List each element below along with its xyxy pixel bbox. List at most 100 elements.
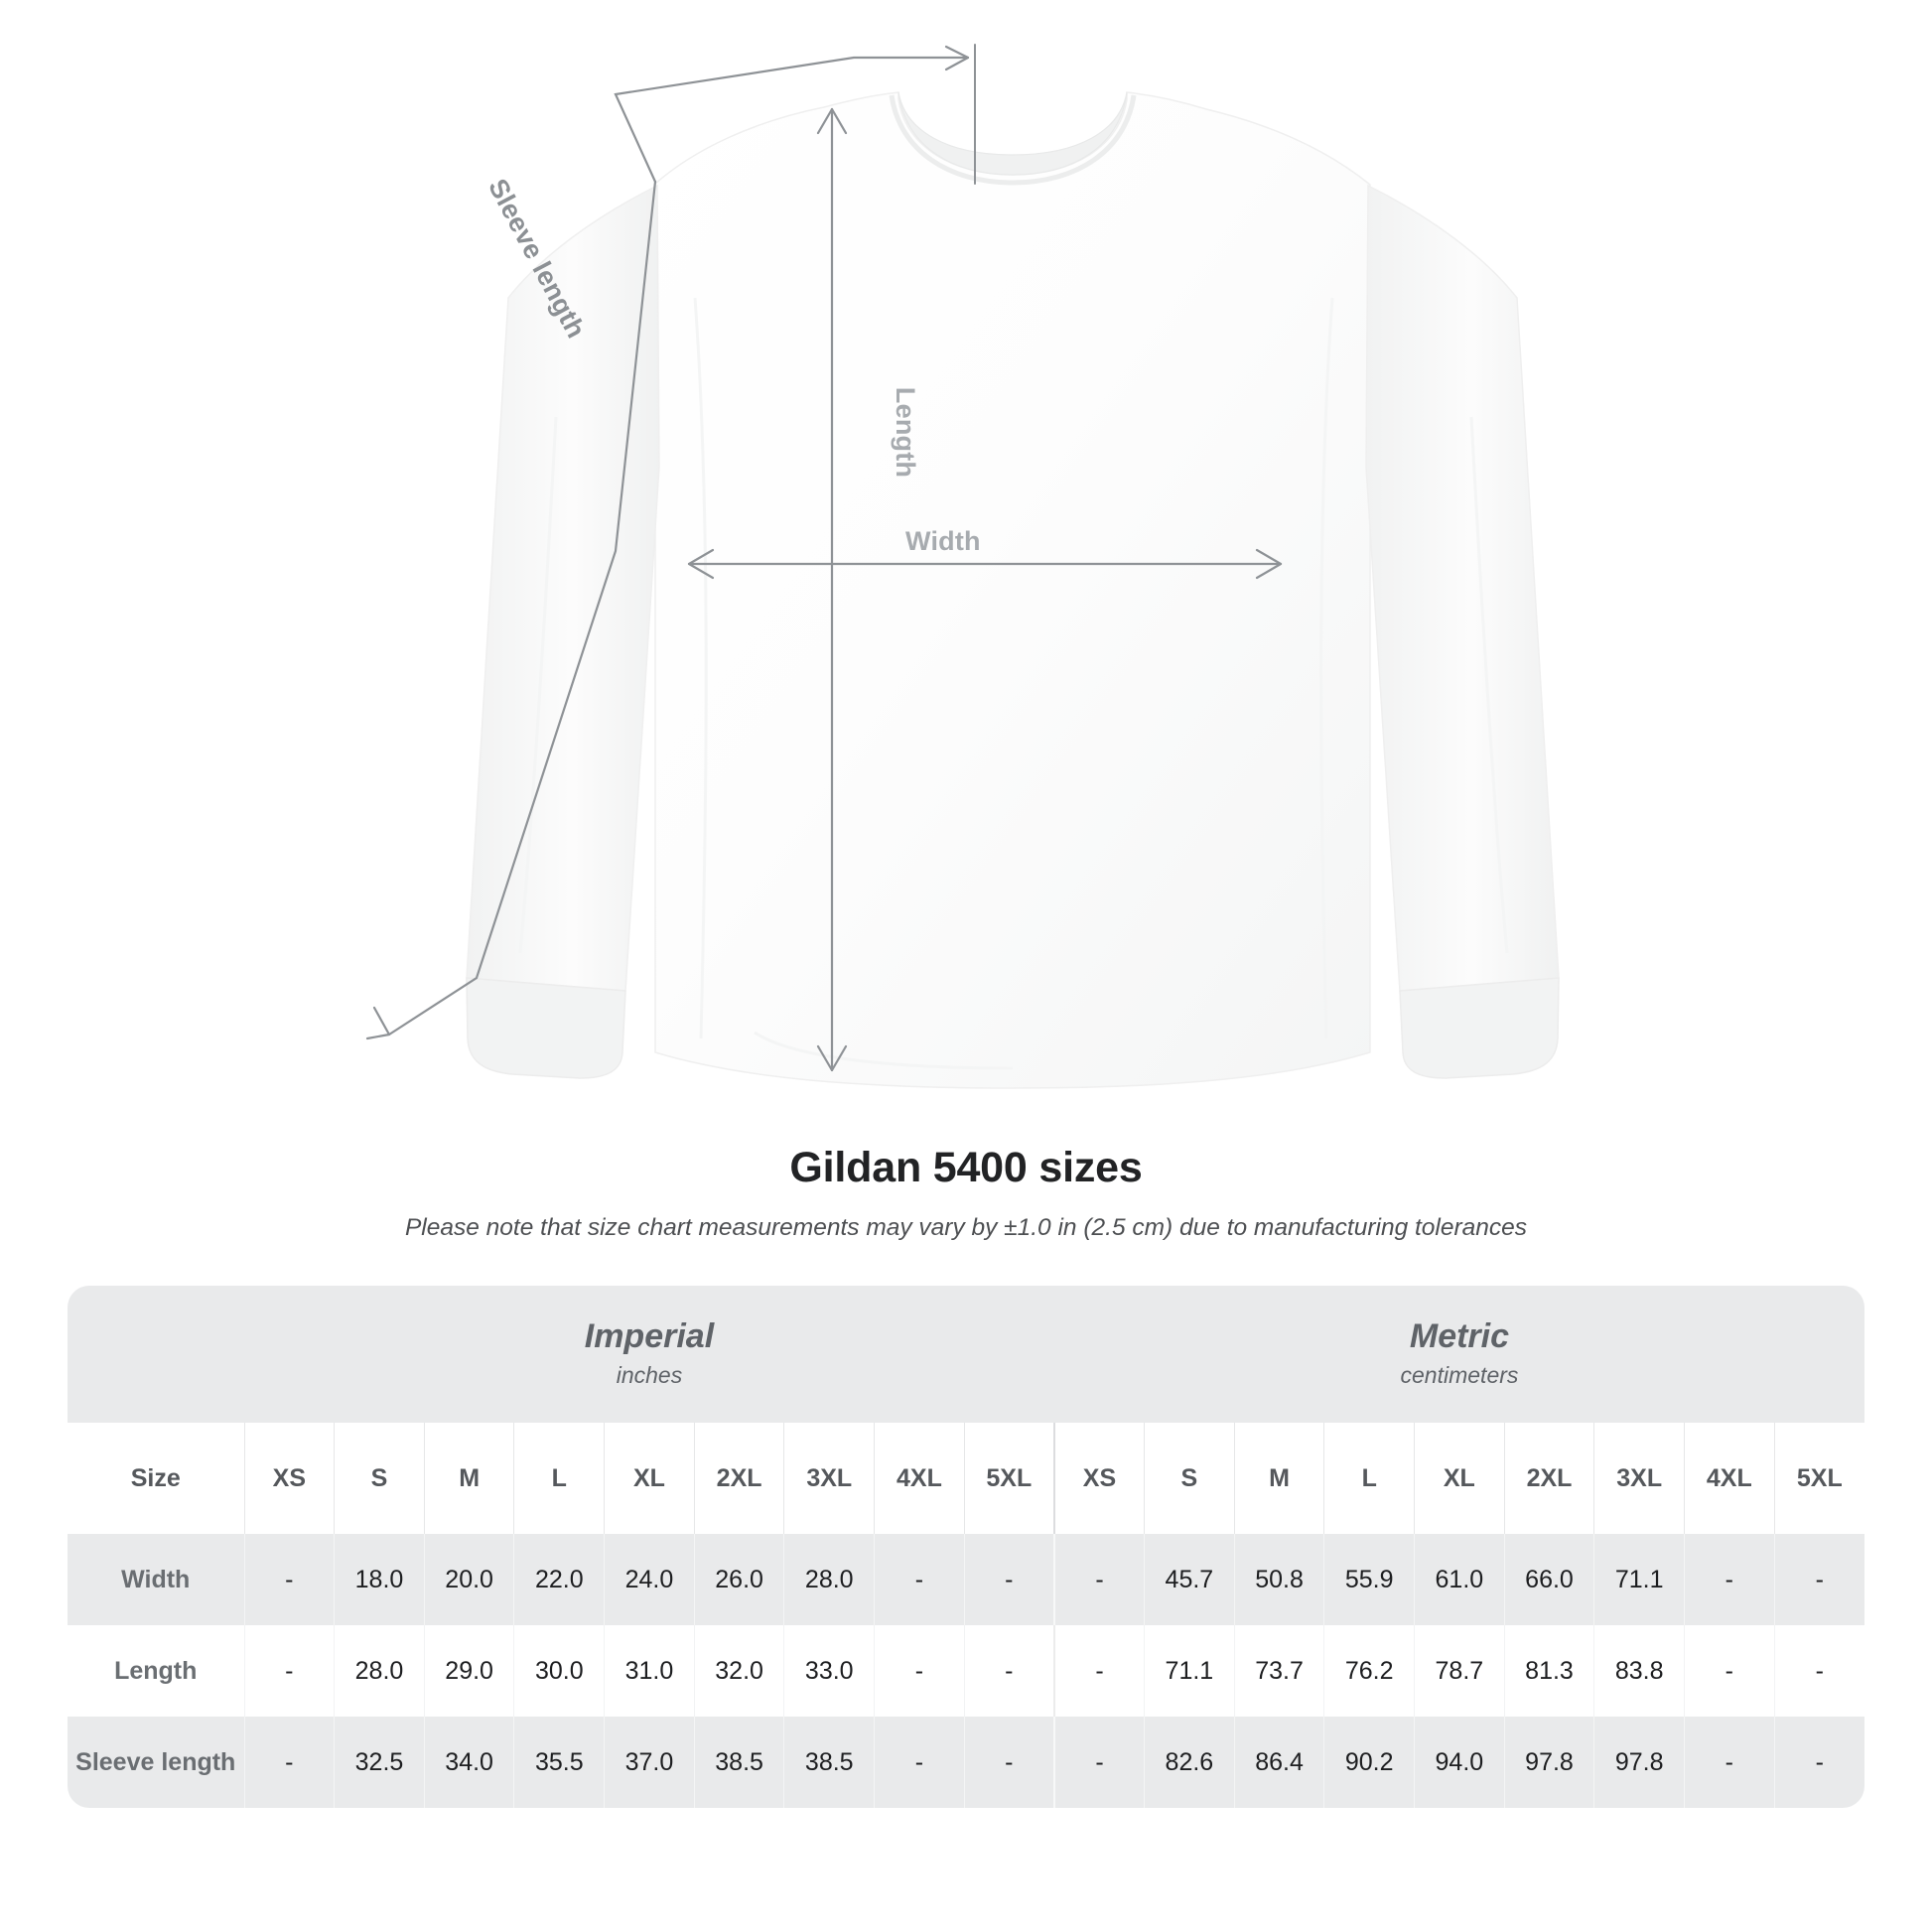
size-header-metric-s: S — [1144, 1423, 1235, 1534]
size-header-imperial-5xl: 5XL — [963, 1423, 1054, 1534]
sleeve-arrow-head-top — [944, 45, 970, 71]
cell-width-imperial-3xl: 28.0 — [783, 1534, 875, 1625]
size-header-imperial-s: S — [334, 1423, 425, 1534]
size-header-metric-4xl: 4XL — [1684, 1423, 1775, 1534]
cell-width-imperial-4xl: - — [874, 1534, 965, 1625]
cell-length-metric-5xl: - — [1773, 1625, 1864, 1717]
cell-width-metric-4xl: - — [1684, 1534, 1775, 1625]
imperial-label: Imperial — [584, 1317, 715, 1356]
cell-width-metric-xs: - — [1052, 1534, 1145, 1625]
cell-width-imperial-2xl: 26.0 — [693, 1534, 784, 1625]
metric-group-header: Metric centimeters — [1053, 1286, 1864, 1423]
cell-sleeve-metric-l: 90.2 — [1323, 1717, 1415, 1808]
cell-length-imperial-s: 28.0 — [334, 1625, 425, 1717]
cell-width-metric-5xl: - — [1773, 1534, 1864, 1625]
cell-length-imperial-4xl: - — [874, 1625, 965, 1717]
cell-width-metric-s: 45.7 — [1144, 1534, 1235, 1625]
cell-length-imperial-3xl: 33.0 — [783, 1625, 875, 1717]
cell-sleeve-imperial-m: 34.0 — [423, 1717, 514, 1808]
cell-width-metric-m: 50.8 — [1233, 1534, 1324, 1625]
cell-length-metric-xs: - — [1052, 1625, 1145, 1717]
imperial-unit: inches — [616, 1361, 683, 1388]
imperial-group-header: Imperial inches — [244, 1286, 1054, 1423]
long-sleeve-shirt-illustration — [365, 44, 1560, 1089]
sleeve-arrow-head-bottom — [365, 1006, 391, 1040]
shirt-right-cuff — [1399, 977, 1560, 1079]
cell-length-imperial-l: 30.0 — [513, 1625, 605, 1717]
cell-length-metric-m: 73.7 — [1233, 1625, 1324, 1717]
size-header-metric-l: L — [1323, 1423, 1415, 1534]
cell-length-imperial-xs: - — [243, 1625, 335, 1717]
size-table-container: Imperial inches Metric centimeters Size … — [0, 1242, 1932, 1808]
shirt-collar — [897, 91, 1128, 176]
unit-system-banner-row: Imperial inches Metric centimeters — [68, 1286, 1864, 1423]
cell-sleeve-imperial-2xl: 38.5 — [693, 1717, 784, 1808]
cell-length-imperial-m: 29.0 — [423, 1625, 514, 1717]
row-label-length: Length — [68, 1625, 244, 1717]
cell-sleeve-metric-2xl: 97.8 — [1503, 1717, 1594, 1808]
size-header-imperial-xs: XS — [243, 1423, 335, 1534]
size-header-imperial-m: M — [423, 1423, 514, 1534]
width-arrow-head-right — [1255, 548, 1283, 580]
cell-sleeve-metric-xl: 94.0 — [1414, 1717, 1505, 1808]
page-title: Gildan 5400 sizes — [789, 1144, 1143, 1191]
cell-sleeve-imperial-l: 35.5 — [513, 1717, 605, 1808]
measurement-guides — [365, 44, 1283, 1072]
garment-diagram: Sleeve length Length Width — [365, 44, 1560, 1089]
cell-width-imperial-xs: - — [243, 1534, 335, 1625]
cell-width-imperial-5xl: - — [963, 1534, 1054, 1625]
cell-sleeve-imperial-3xl: 38.5 — [783, 1717, 875, 1808]
shirt-left-cuff — [466, 977, 626, 1079]
cell-width-imperial-l: 22.0 — [513, 1534, 605, 1625]
cell-length-imperial-2xl: 32.0 — [693, 1625, 784, 1717]
size-column-header: Size — [68, 1423, 244, 1534]
cell-length-metric-s: 71.1 — [1144, 1625, 1235, 1717]
size-header-metric-2xl: 2XL — [1503, 1423, 1594, 1534]
cell-sleeve-metric-m: 86.4 — [1233, 1717, 1324, 1808]
cell-width-imperial-xl: 24.0 — [604, 1534, 695, 1625]
row-label-sleeve-length: Sleeve length — [68, 1717, 244, 1808]
fabric-folds — [518, 297, 1509, 1070]
width-arrow-head-left — [687, 548, 715, 580]
size-header-imperial-l: L — [513, 1423, 605, 1534]
cell-sleeve-metric-s: 82.6 — [1144, 1717, 1235, 1808]
row-label-width: Width — [68, 1534, 244, 1625]
size-header-metric-xs: XS — [1052, 1423, 1145, 1534]
cell-sleeve-metric-xs: - — [1052, 1717, 1145, 1808]
size-header-metric-xl: XL — [1414, 1423, 1505, 1534]
cell-width-metric-xl: 61.0 — [1414, 1534, 1505, 1625]
shirt-neckline — [889, 94, 1137, 186]
cell-width-metric-2xl: 66.0 — [1503, 1534, 1594, 1625]
size-header-imperial-2xl: 2XL — [693, 1423, 784, 1534]
cell-length-metric-2xl: 81.3 — [1503, 1625, 1594, 1717]
size-table: Imperial inches Metric centimeters Size … — [68, 1286, 1864, 1808]
size-header-imperial-4xl: 4XL — [874, 1423, 965, 1534]
size-header-metric-3xl: 3XL — [1593, 1423, 1685, 1534]
cell-length-imperial-xl: 31.0 — [604, 1625, 695, 1717]
cell-length-metric-3xl: 83.8 — [1593, 1625, 1685, 1717]
size-header-imperial-3xl: 3XL — [783, 1423, 875, 1534]
cell-width-imperial-s: 18.0 — [334, 1534, 425, 1625]
cell-length-metric-xl: 78.7 — [1414, 1625, 1505, 1717]
size-header-imperial-xl: XL — [604, 1423, 695, 1534]
cell-width-imperial-m: 20.0 — [423, 1534, 514, 1625]
size-header-row: Size XS S M L XL 2XL 3XL 4XL 5XL XS S M … — [68, 1423, 1864, 1534]
banner-spacer-cell — [68, 1286, 244, 1423]
cell-width-metric-3xl: 71.1 — [1593, 1534, 1685, 1625]
length-dimension-label: Length — [891, 386, 921, 479]
sleeve-guide-line — [387, 180, 657, 1036]
cell-sleeve-imperial-s: 32.5 — [334, 1717, 425, 1808]
table-row-width: Width - 18.0 20.0 22.0 24.0 26.0 28.0 - … — [68, 1534, 1864, 1625]
size-header-metric-m: M — [1233, 1423, 1324, 1534]
metric-label: Metric — [1409, 1317, 1510, 1356]
cell-sleeve-imperial-4xl: - — [874, 1717, 965, 1808]
length-arrow-head-bottom — [816, 1044, 848, 1072]
width-dimension-label: Width — [905, 526, 981, 556]
cell-length-metric-l: 76.2 — [1323, 1625, 1415, 1717]
tolerance-note: Please note that size chart measurements… — [404, 1214, 1528, 1241]
cell-sleeve-imperial-xs: - — [243, 1717, 335, 1808]
cell-sleeve-imperial-5xl: - — [963, 1717, 1054, 1808]
metric-unit: centimeters — [1400, 1361, 1519, 1388]
cell-sleeve-metric-3xl: 97.8 — [1593, 1717, 1685, 1808]
